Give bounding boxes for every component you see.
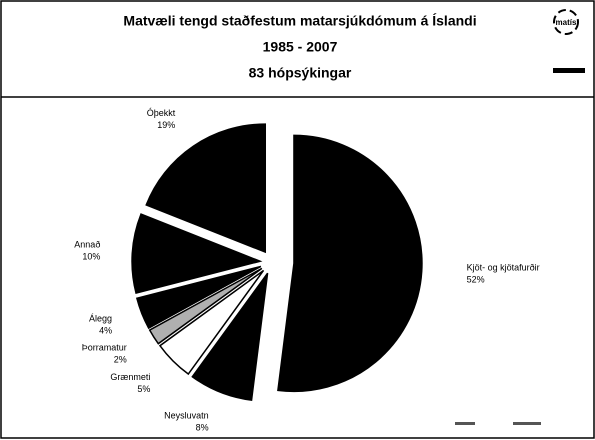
- slice-label: Grænmeti: [110, 372, 150, 382]
- pie-slice: [277, 134, 423, 393]
- slice-label: Þorramatur: [82, 343, 127, 353]
- pie-slice: [145, 123, 267, 254]
- slice-label: Kjöt- og kjötafurðir: [467, 263, 540, 273]
- chart-title: 1985 - 2007: [263, 39, 338, 55]
- logo-ring: [553, 9, 579, 35]
- slice-value-label: 52%: [467, 275, 485, 285]
- slice-label: Neysluvatn: [164, 410, 209, 420]
- slice-value-label: 5%: [137, 384, 150, 394]
- slice-value-label: 2%: [114, 355, 127, 365]
- slice-label: Óþekkt: [147, 108, 176, 118]
- pie-slice: [148, 267, 263, 345]
- slice-value-label: 4%: [99, 326, 112, 336]
- chart-title: Matvæli tengd staðfestum matarsjúkdómum …: [123, 13, 476, 29]
- slice-value-label: 19%: [157, 120, 175, 130]
- pie-slice: [135, 265, 262, 330]
- slice-value-label: 8%: [196, 422, 209, 432]
- slice-value-label: 10%: [82, 252, 100, 262]
- pie-slice: [158, 269, 265, 376]
- logo-bar: [553, 68, 585, 73]
- slice-label: Álegg: [89, 314, 112, 324]
- pie-slice: [131, 213, 263, 294]
- pie-slice: [191, 272, 269, 401]
- logo: matís: [556, 18, 577, 27]
- slice-label: Annað: [74, 240, 100, 250]
- footer-mark: [455, 422, 475, 425]
- footer-mark: [513, 422, 541, 425]
- chart-title: 83 hópsýkingar: [249, 65, 352, 81]
